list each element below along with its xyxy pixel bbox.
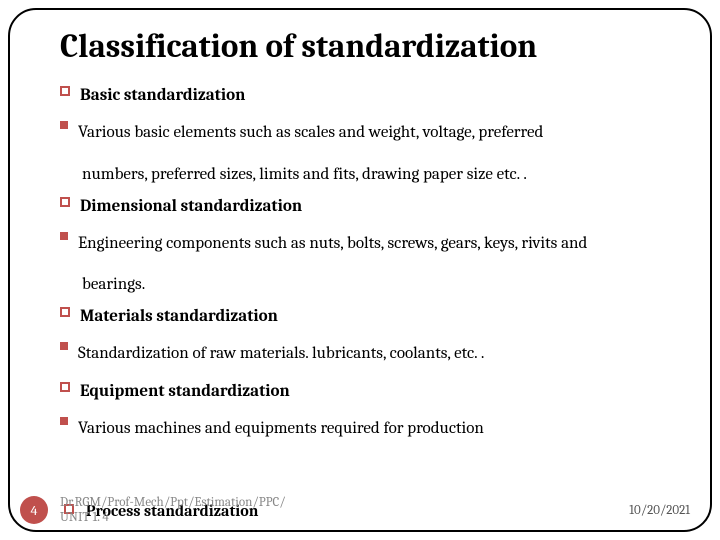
list-item: Various basic elements such as scales an… [60,115,660,151]
bullet-filled-icon [60,342,68,350]
page-number: 4 [31,502,38,519]
heading-equipment: Equipment standardization [80,378,290,405]
bullet-outline-icon [60,307,70,317]
footer-date: 10/20/2021 [629,503,690,518]
list-item: Engineering components such as nuts, bol… [60,226,660,262]
list-item: Basic standardization [60,82,660,109]
slide-content: Classification of standardization Basic … [0,0,720,447]
body-text: Standardization of raw materials. lubric… [78,336,484,372]
list-item: Equipment standardization [60,378,660,405]
bullet-outline-icon [60,382,70,392]
page-number-badge: 4 [20,496,48,524]
body-text: Various machines and equipments required… [78,411,484,447]
list-item: Various machines and equipments required… [60,411,660,447]
body-text: Engineering components such as nuts, bol… [78,226,587,262]
heading-dimensional: Dimensional standardization [80,193,302,220]
heading-basic: Basic standardization [80,82,245,109]
bullet-outline-icon [60,197,70,207]
list-item: Materials standardization [60,303,660,330]
slide-footer: 4 Dr.RGM/Prof-Mech/Ppt/Estimation/PPC/ U… [0,495,720,526]
footer-source: Dr.RGM/Prof-Mech/Ppt/Estimation/PPC/ UNI… [60,495,629,526]
body-text-continuation: numbers, preferred sizes, limits and fit… [60,157,660,193]
footer-source-line1: Dr.RGM/Prof-Mech/Ppt/Estimation/PPC/ [60,495,629,511]
slide-title: Classification of standardization [60,28,660,66]
bullet-filled-icon [60,417,68,425]
heading-materials: Materials standardization [80,303,278,330]
bullet-filled-icon [60,232,68,240]
bullet-outline-icon [60,86,70,96]
list-item: Standardization of raw materials. lubric… [60,336,660,372]
list-item: Dimensional standardization [60,193,660,220]
body-text-continuation: bearings. [60,267,660,303]
bullet-filled-icon [60,121,68,129]
body-text: Various basic elements such as scales an… [78,115,543,151]
footer-source-line2: UNIT 1. 4 [60,510,629,526]
